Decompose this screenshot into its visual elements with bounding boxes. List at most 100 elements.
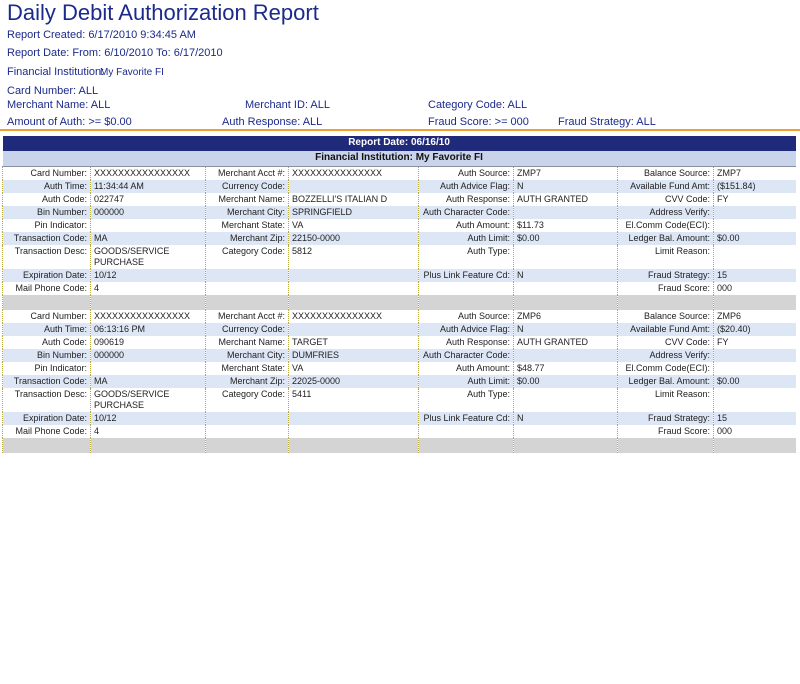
field-label: Pin Indicator:	[2, 219, 91, 232]
field-value: 4	[90, 282, 206, 295]
field-value	[90, 219, 206, 232]
record-row: Mail Phone Code: 4 Fraud Score: 000	[2, 282, 796, 295]
field-label: Merchant Acct #:	[205, 310, 289, 323]
field-value	[288, 282, 419, 295]
field-value	[288, 425, 419, 438]
field-value: 000000	[90, 206, 206, 219]
field-label: Plus Link Feature Cd:	[418, 412, 514, 425]
field-label: Bin Number:	[2, 206, 91, 219]
field-label: Auth Code:	[2, 193, 91, 206]
field-value: 000	[712, 425, 796, 438]
separator-cell	[513, 295, 618, 310]
field-label: Auth Time:	[2, 180, 91, 193]
field-value: 10/12	[90, 269, 206, 282]
created: Report Created: 6/17/2010 9:34:45 AM	[7, 29, 196, 41]
field-value: XXXXXXXXXXXXXXXX	[90, 166, 206, 180]
field-value: XXXXXXXXXXXXXXXX	[90, 310, 206, 323]
field-label: Auth Response:	[418, 193, 514, 206]
separator-cell	[418, 295, 514, 310]
field-label: Auth Amount:	[418, 219, 514, 232]
separator-cell	[617, 295, 714, 310]
institution-bar-row: Financial Institution: My Favorite FI	[2, 151, 796, 167]
field-label: Fraud Strategy:	[617, 412, 714, 425]
field-label: Available Fund Amt:	[617, 180, 714, 193]
field-value	[712, 388, 796, 412]
field-label: Category Code:	[205, 388, 289, 412]
field-label: El.Comm Code(ECI):	[617, 362, 714, 375]
field-label: Currency Code:	[205, 323, 289, 336]
field-label: Merchant Zip:	[205, 232, 289, 245]
field-label: Balance Source:	[617, 166, 714, 180]
field-label: Auth Type:	[418, 388, 514, 412]
field-label: Available Fund Amt:	[617, 323, 714, 336]
field-label: Balance Source:	[617, 310, 714, 323]
record-row: Mail Phone Code: 4 Fraud Score: 000	[2, 425, 796, 438]
field-label: Merchant State:	[205, 219, 289, 232]
field-value: ($151.84)	[712, 180, 796, 193]
separator-cell	[513, 438, 618, 453]
field-label: Merchant Name:	[205, 336, 289, 349]
field-label: Auth Response:	[418, 336, 514, 349]
separator-cell	[205, 438, 289, 453]
field-value	[712, 245, 796, 269]
field-value: XXXXXXXXXXXXXXX	[288, 310, 419, 323]
field-value	[712, 206, 796, 219]
field-value: $48.77	[513, 362, 618, 375]
field-value: 022747	[90, 193, 206, 206]
field-value: TARGET	[288, 336, 419, 349]
separator-cell	[2, 438, 91, 453]
field-label: Currency Code:	[205, 180, 289, 193]
field-label: Ledger Bal. Amount:	[617, 375, 714, 388]
record-separator	[2, 295, 796, 310]
separator-cell	[712, 295, 796, 310]
record-separator	[2, 438, 796, 453]
field-label	[205, 412, 289, 425]
field-value: $0.00	[513, 232, 618, 245]
amount-of-auth: Amount of Auth: >= $0.00	[7, 116, 132, 128]
field-label: Address Verify:	[617, 206, 714, 219]
field-value: SPRINGFIELD	[288, 206, 419, 219]
report-table: Report Date: 06/16/10 Financial Instituti…	[2, 136, 796, 453]
field-value	[712, 219, 796, 232]
field-value: BOZZELLI'S ITALIAN D	[288, 193, 419, 206]
field-label: Transaction Desc:	[2, 388, 91, 412]
fi-value: My Favorite FI	[100, 67, 164, 78]
report-date: Report Date: From: 6/10/2010 To: 6/17/20…	[7, 47, 223, 59]
field-value: 22150-0000	[288, 232, 419, 245]
field-label: Address Verify:	[617, 349, 714, 362]
field-label: Transaction Code:	[2, 375, 91, 388]
field-value: 10/12	[90, 412, 206, 425]
record-row: Pin Indicator: Merchant State: VA Auth Amou…	[2, 362, 796, 375]
field-label: Auth Limit:	[418, 232, 514, 245]
field-value	[288, 180, 419, 193]
field-label: Fraud Score:	[617, 425, 714, 438]
separator-cell	[205, 295, 289, 310]
record-row: Card Number: XXXXXXXXXXXXXXXX Merchant Acc…	[2, 310, 796, 323]
report-title: Daily Debit Authorization Report	[7, 0, 319, 25]
report-date-bar: Report Date: 06/16/10	[2, 136, 796, 151]
record-row: Auth Time: 11:34:44 AM Currency Code: Auth …	[2, 180, 796, 193]
field-label: Plus Link Feature Cd:	[418, 269, 514, 282]
field-value: 4	[90, 425, 206, 438]
field-label	[418, 425, 514, 438]
field-label: El.Comm Code(ECI):	[617, 219, 714, 232]
field-label: Merchant City:	[205, 206, 289, 219]
field-label: Pin Indicator:	[2, 362, 91, 375]
field-value: AUTH GRANTED	[513, 336, 618, 349]
separator-cell	[712, 438, 796, 453]
field-value	[90, 362, 206, 375]
field-value	[712, 349, 796, 362]
field-label: Merchant State:	[205, 362, 289, 375]
field-value: MA	[90, 375, 206, 388]
card-number: Card Number: ALL	[7, 85, 99, 97]
field-value: FY	[712, 193, 796, 206]
field-value: 000	[712, 282, 796, 295]
field-label: Mail Phone Code:	[2, 425, 91, 438]
record-row: Auth Code: 090619 Merchant Name: TARGET Auth…	[2, 336, 796, 349]
separator-cell	[617, 438, 714, 453]
field-value: DUMFRIES	[288, 349, 419, 362]
separator-cell	[288, 438, 419, 453]
field-value: $0.00	[513, 375, 618, 388]
field-label: Auth Advice Flag:	[418, 323, 514, 336]
fraud-strategy: Fraud Strategy: ALL	[558, 116, 656, 128]
